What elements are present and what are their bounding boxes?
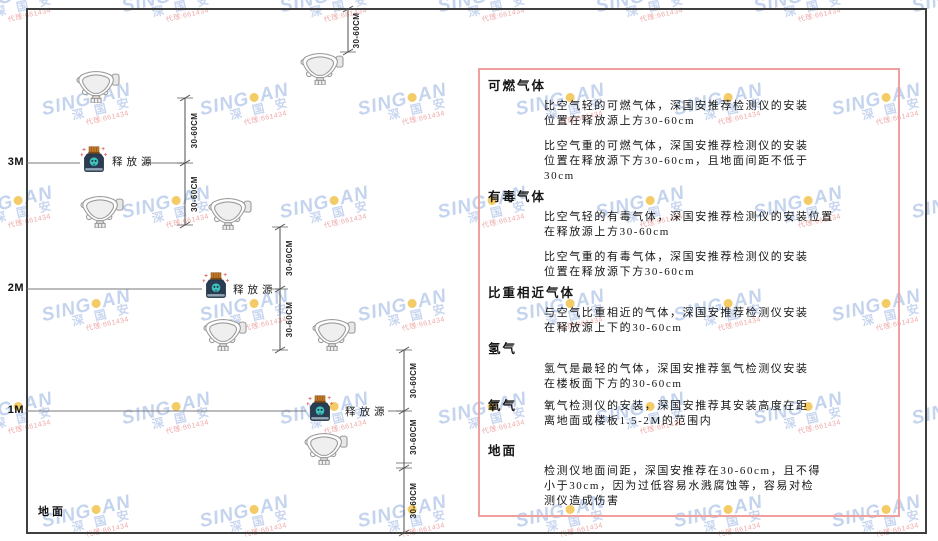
gas-detector-icon-above-3m-source (76, 71, 120, 103)
panel-text-line: 在释放源上方30-60cm (544, 226, 670, 238)
release-source-icon-3m (80, 146, 108, 172)
gas-detector-icon-above-2m-source (208, 198, 252, 230)
diagram-border (26, 8, 927, 534)
dimension-label-above-1m: 30-60CM (409, 362, 418, 399)
dimension-label-below-1m: 30-60CM (409, 419, 418, 455)
gas-detector-icon-below-2m-source (203, 319, 247, 351)
section-toxic-gas: 有毒气体 比空气轻的有毒气体，深国安推荐检测仪的安装位置 在释放源上方30-60… (488, 189, 888, 280)
panel-text-line: 与空气比重相近的气体，深国安推荐检测仪安装 (544, 307, 809, 319)
release-source-icon-1m (306, 395, 334, 421)
panel-text-line: 位置在释放源下方30-60cm (544, 266, 696, 278)
info-panel: 可燃气体 比空气轻的可燃气体，深国安推荐检测仪的安装 位置在释放源上方30-60… (478, 68, 900, 517)
release-source-label-2m: 释放源 (233, 285, 277, 296)
section-combustible-gas: 可燃气体 比空气轻的可燃气体，深国安推荐检测仪的安装 位置在释放源上方30-60… (488, 78, 888, 184)
section-heading: 比重相近气体 (488, 286, 576, 300)
gas-detector-icon-above-1m-source (312, 319, 356, 351)
paragraph: 比空气重的可燃气体，深国安推荐检测仪的安装 位置在释放源下方30-60cm，且地… (544, 139, 888, 184)
release-source-label-3m: 释放源 (112, 157, 156, 168)
panel-text-line: 在楼板面下方的30-60cm (544, 378, 683, 390)
paragraph: 比空气轻的有毒气体，深国安推荐检测仪的安装位置 在释放源上方30-60cm (544, 210, 888, 240)
gas-detector-icon-below-ceiling (300, 53, 344, 85)
panel-text-line: 在释放源上下的30-60cm (544, 322, 683, 334)
section-oxygen: 氧气 氧气检测仪的安装，深国安推荐其安装高度在距 离地面或楼板1.5-2M的范围… (488, 398, 888, 429)
section-heading: 有毒气体 (488, 190, 547, 204)
paragraph: 与空气比重相近的气体，深国安推荐检测仪安装 在释放源上下的30-60cm (544, 306, 888, 336)
section-heading: 氧气 (488, 399, 518, 413)
section-heading: 地面 (488, 444, 518, 458)
paragraph: 氢气是最轻的气体，深国安推荐氢气检测仪安装 在楼板面下方的30-60cm (544, 362, 888, 392)
panel-text-line: 检测仪地面间距，深国安推荐在30-60cm，且不得 (544, 465, 822, 477)
panel-text-line: 比空气轻的可燃气体，深国安推荐检测仪的安装 (544, 100, 809, 112)
axis-label-2m: 2M (7, 282, 24, 294)
panel-text-line: 氧气检测仪的安装，深国安推荐其安装高度在距 (544, 400, 809, 412)
panel-text-line: 比空气重的有毒气体，深国安推荐检测仪的安装 (544, 251, 809, 263)
dimension-label-below-2m: 30-60CM (285, 301, 294, 338)
axis-label-3m: 3M (7, 156, 24, 168)
section-heading: 氢气 (488, 342, 518, 356)
section-ground: 地面 检测仪地面间距，深国安推荐在30-60cm，且不得 小于30cm，因为过低… (488, 443, 888, 509)
dimension-label-below-3m: 30-60CM (190, 176, 199, 212)
dimension-line-1m (396, 346, 412, 537)
dimension-label-ground-clearance: 30-60CM (409, 482, 418, 519)
axis-label-1m: 1M (7, 404, 24, 416)
panel-text-line: 测仪造成伤害 (544, 495, 620, 507)
paragraph: 氧气检测仪的安装，深国安推荐其安装高度在距 离地面或楼板1.5-2M的范围内 (544, 399, 809, 429)
paragraph: 检测仪地面间距，深国安推荐在30-60cm，且不得 小于30cm，因为过低容易水… (544, 464, 888, 509)
panel-text-line: 小于30cm，因为过低容易水溅腐蚀等，容易对检 (544, 480, 815, 492)
panel-text-line: 比空气轻的有毒气体，深国安推荐检测仪的安装位置 (544, 211, 834, 223)
ground-label: 地面 (38, 506, 66, 518)
paragraph: 比空气重的有毒气体，深国安推荐检测仪的安装 位置在释放源下方30-60cm (544, 250, 888, 280)
panel-text-line: 30cm (544, 170, 575, 182)
dimension-line-2m (272, 223, 288, 354)
section-heading: 可燃气体 (488, 79, 547, 93)
panel-text-line: 位置在释放源下方30-60cm，且地面间距不低于 (544, 155, 809, 167)
dimension-line-ceiling (340, 5, 356, 56)
section-similar-density-gas: 比重相近气体 与空气比重相近的气体，深国安推荐检测仪安装 在释放源上下的30-6… (488, 285, 888, 336)
dimension-label-ceiling: 30-60CM (352, 12, 361, 49)
dimension-line-3m (177, 94, 193, 229)
gas-detector-icon-below-3m-source (80, 196, 124, 228)
panel-text-line: 氢气是最轻的气体，深国安推荐氢气检测仪安装 (544, 363, 809, 375)
panel-text-line: 比空气重的可燃气体，深国安推荐检测仪的安装 (544, 140, 809, 152)
release-source-icon-2m (202, 272, 230, 298)
panel-text-line: 离地面或楼板1.5-2M的范围内 (544, 415, 713, 427)
paragraph: 比空气轻的可燃气体，深国安推荐检测仪的安装 位置在释放源上方30-60cm (544, 99, 888, 129)
gas-detector-icon-below-1m-source (304, 433, 348, 465)
section-hydrogen: 氢气 氢气是最轻的气体，深国安推荐氢气检测仪安装 在楼板面下方的30-60cm (488, 341, 888, 392)
dimension-label-above-3m: 30-60CM (190, 112, 199, 149)
release-source-label-1m: 释放源 (345, 407, 389, 418)
dimension-label-above-2m: 30-60CM (285, 240, 294, 276)
panel-text-line: 位置在释放源上方30-60cm (544, 115, 696, 127)
